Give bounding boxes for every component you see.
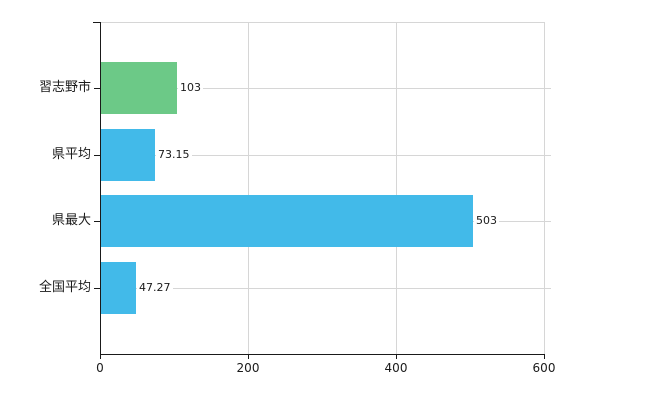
value-label: 47.27 <box>137 281 173 295</box>
bar-2 <box>101 129 155 181</box>
x-axis-tick <box>100 354 101 359</box>
x-gridline <box>396 22 397 354</box>
category-gridline <box>100 155 551 156</box>
value-label: 503 <box>474 214 499 228</box>
category-label: 県平均 <box>51 147 91 162</box>
x-axis-tick <box>248 354 249 359</box>
x-tick-label: 600 <box>532 361 556 375</box>
category-label: 県最大 <box>51 213 91 228</box>
x-axis-tick <box>544 354 545 359</box>
x-tick-label: 200 <box>236 361 260 375</box>
y-axis-tick <box>94 88 100 89</box>
bar-3 <box>101 195 473 247</box>
x-axis-tick <box>396 354 397 359</box>
bar-4 <box>101 262 136 314</box>
x-axis-line <box>100 354 545 355</box>
x-tick-label: 0 <box>96 361 104 375</box>
category-gridline <box>100 288 551 289</box>
plot-top-border <box>100 22 545 23</box>
y-axis-top-tick <box>93 22 100 23</box>
y-axis-tick <box>94 288 100 289</box>
y-axis-tick <box>94 221 100 222</box>
x-gridline <box>544 22 545 354</box>
value-label: 73.15 <box>156 148 192 162</box>
category-label: 全国平均 <box>38 280 91 295</box>
y-axis-tick <box>94 155 100 156</box>
value-label: 103 <box>178 81 203 95</box>
y-axis-line <box>100 22 101 355</box>
bar-1 <box>101 62 177 114</box>
x-tick-label: 400 <box>384 361 408 375</box>
x-gridline <box>248 22 249 354</box>
category-gridline <box>100 88 551 89</box>
category-label: 習志野市 <box>38 80 91 95</box>
